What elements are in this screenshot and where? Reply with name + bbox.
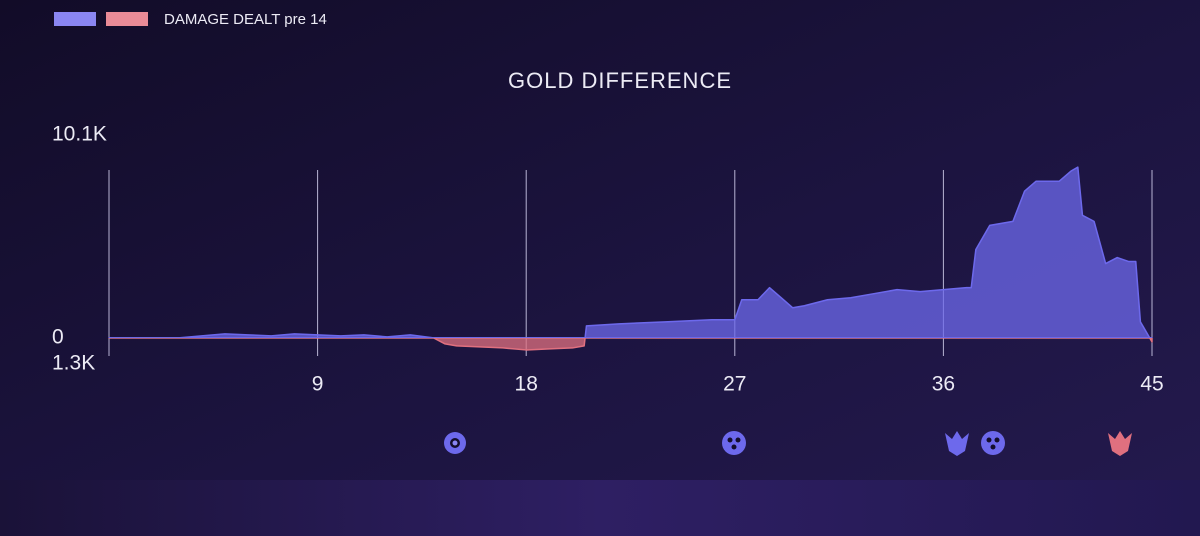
x-tick-label: 36 — [932, 373, 955, 396]
legend-swatch — [54, 12, 96, 26]
x-tick-label: 27 — [723, 373, 746, 396]
y-tick-label: 1.3K — [52, 352, 95, 375]
icon — [444, 432, 466, 454]
x-tick-label: 9 — [312, 373, 324, 396]
bottom-bar — [0, 480, 1200, 536]
area — [108, 166, 1153, 351]
icon — [981, 431, 1005, 455]
y-tick-label: 0 — [52, 325, 64, 348]
icon — [722, 431, 746, 455]
objective-icons — [444, 431, 1132, 456]
legend-label: DAMAGE DEALT pre 14 — [164, 11, 327, 28]
icon — [1108, 431, 1132, 456]
x-tick-label: 45 — [1140, 373, 1163, 396]
chart-title: GOLD DIFFERENCE — [508, 68, 732, 93]
icon — [945, 431, 969, 456]
legend-swatch — [106, 12, 148, 26]
y-tick-label: 10.1K — [52, 123, 107, 146]
x-tick-label: 18 — [515, 373, 538, 396]
